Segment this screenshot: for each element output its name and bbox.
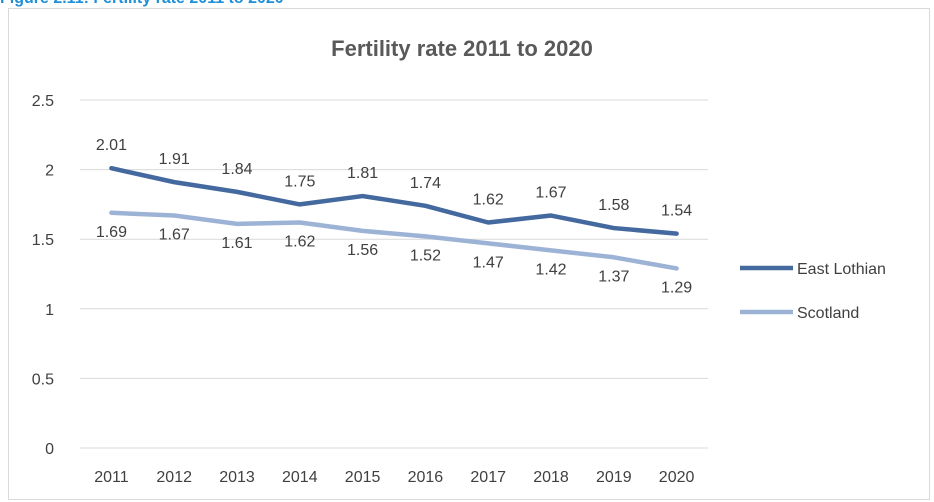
x-tick-label: 2018 [533,469,569,486]
x-tick-label: 2016 [408,469,444,486]
data-label: 1.54 [661,203,692,220]
data-label: 1.61 [221,235,252,252]
x-tick-label: 2013 [219,469,255,486]
data-label: 1.81 [347,165,378,182]
y-axis-ticks: 0 0.5 1 1.5 2 2.5 [32,93,54,458]
y-tick-label: 1.5 [32,232,54,249]
series-lines [109,165,679,271]
legend-label: Scotland [797,305,859,322]
x-tick-label: 2014 [282,469,318,486]
y-tick-label: 0.5 [32,371,54,388]
data-label: 1.29 [661,279,692,296]
data-label: 1.58 [598,197,629,214]
y-tick-label: 0 [45,441,54,458]
x-tick-label: 2020 [659,469,695,486]
legend: East Lothian Scotland [740,261,886,322]
gridlines [80,99,708,449]
data-label: 1.52 [410,247,441,264]
chart-frame [8,8,930,500]
data-label: 1.84 [221,161,252,178]
data-label: 1.69 [96,224,127,241]
data-label: 1.62 [284,233,315,250]
data-label: 1.47 [473,254,504,271]
series-line-scotland [109,210,679,271]
data-label: 1.56 [347,242,378,259]
x-tick-label: 2011 [94,469,129,486]
data-label: 1.75 [284,173,315,190]
chart-title: Fertility rate 2011 to 2020 [331,36,593,61]
legend-label: East Lothian [797,261,886,278]
figure-caption: Figure 2.11: Fertility rate 2011 to 2020 [0,0,284,8]
x-tick-label: 2019 [596,469,632,486]
x-tick-label: 2015 [345,469,381,486]
data-label: 1.91 [159,151,190,168]
y-tick-label: 2.5 [32,93,54,110]
data-labels: 2.01 1.91 1.84 1.75 1.81 1.74 1.62 1.67 1.58 1.54… [96,137,692,296]
data-label: 2.01 [96,137,127,154]
data-label: 1.37 [598,268,629,285]
data-label: 1.62 [473,191,504,208]
data-label: 1.42 [535,261,566,278]
x-axis-ticks: 2011 2012 2013 2014 2015 2016 2017 2018 2019 2020 [94,469,694,486]
x-tick-label: 2017 [470,469,506,486]
y-tick-label: 2 [45,163,54,180]
data-label: 1.67 [535,185,566,202]
data-label: 1.67 [159,227,190,244]
y-tick-label: 1 [45,302,54,319]
x-tick-label: 2012 [156,469,192,486]
data-label: 1.74 [410,175,441,192]
series-line-east-lothian [109,165,679,236]
